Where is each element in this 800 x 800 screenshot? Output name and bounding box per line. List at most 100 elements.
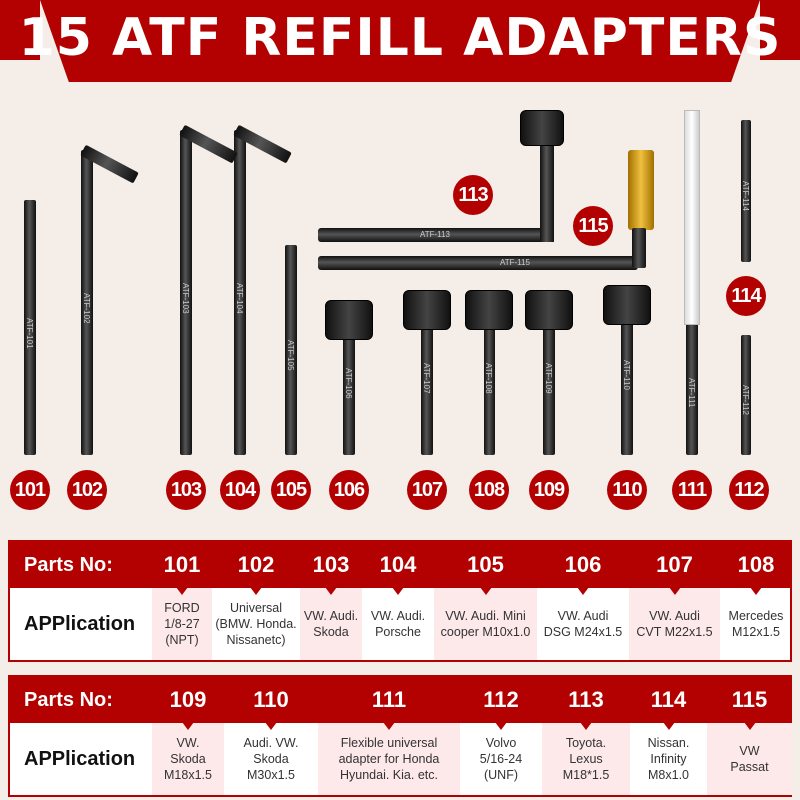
application-cell: Nissan. Infinity M8x1.0 — [647, 735, 690, 783]
part-number-cell: 101 — [152, 542, 212, 595]
adapter-label: ATF-102 — [82, 292, 91, 324]
application-cell: Universal (BMW. Honda. Nissanetc) — [215, 600, 297, 648]
adapter-bend-115 — [632, 228, 646, 268]
parts-table-2: Parts No: 109 110 111 112 113 114 115 APPlicati… — [8, 675, 792, 797]
clear-tube — [684, 110, 700, 325]
part-number-cell: 111 — [318, 677, 460, 730]
pointer-arrow — [580, 722, 592, 730]
part-number-badge-107: 107 — [407, 470, 447, 510]
adapter-label: ATF-104 — [235, 282, 244, 314]
adapter-nut-113 — [520, 110, 564, 146]
adapter-label: ATF-107 — [422, 362, 431, 394]
adapter-label: ATF-109 — [544, 362, 553, 394]
part-number-badge-103: 103 — [166, 470, 206, 510]
pointer-arrow — [750, 587, 762, 595]
application-cell: VW. Skoda M18x1.5 — [152, 723, 224, 795]
adapter-nut-106 — [325, 300, 373, 340]
part-number: 109 — [169, 687, 207, 712]
adapter-rod-101 — [24, 200, 36, 455]
pointer-arrow — [383, 722, 395, 730]
title-banner — [40, 0, 760, 82]
application-cell: VW. Audi. Porsche — [370, 608, 426, 639]
adapter-nut-107 — [403, 290, 451, 330]
part-number-cell: 110 — [224, 677, 318, 730]
part-number-badge-110: 110 — [607, 470, 647, 510]
adapter-rod-112 — [741, 335, 751, 455]
pointer-arrow — [250, 587, 262, 595]
pointer-arrow — [182, 722, 194, 730]
pointer-arrow — [325, 587, 337, 595]
application-cell: VW. Audi. Skoda — [300, 588, 362, 660]
part-number-badge-115: 115 — [573, 206, 613, 246]
banner-left — [0, 0, 40, 60]
part-number-cell: 114 — [630, 677, 707, 730]
brass-fitting-115 — [628, 150, 654, 230]
part-number-badge-111: 111 — [672, 470, 712, 510]
part-number-cell: 112 — [460, 677, 542, 730]
adapter-rod-107 — [421, 290, 433, 455]
parts-no-label: Parts No: — [24, 688, 113, 711]
adapter-nut-108 — [465, 290, 513, 330]
part-number: 107 — [656, 552, 693, 577]
application-cell: Audi. VW. Skoda M30x1.5 — [243, 735, 299, 783]
adapter-rod-105 — [285, 245, 297, 455]
part-number: 110 — [253, 687, 289, 712]
page-title: 15 ATF REFILL ADAPTERS — [18, 8, 782, 68]
adapter-rod-104 — [234, 130, 246, 455]
part-number-badge-112: 112 — [729, 470, 769, 510]
application-cell: Flexible universal adapter for Honda Hyu… — [318, 723, 460, 795]
adapter-rod-111 — [686, 320, 698, 455]
adapter-rod-103 — [180, 130, 192, 455]
adapter-label: ATF-108 — [484, 362, 493, 394]
table-application-row: APPlication VW. Skoda M18x1.5 Audi. VW. Sk… — [10, 723, 792, 795]
part-number-cell: 113 — [542, 677, 630, 730]
application-cell: VW. Audi CVT M22x1.5 — [629, 588, 720, 660]
application-cell: VW Passat — [707, 723, 792, 795]
adapter-label: ATF-101 — [25, 317, 34, 349]
adapter-label: ATF-106 — [344, 367, 353, 399]
application-cell: VW. Audi. Mini cooper M10x1.0 — [434, 588, 537, 660]
adapter-bend-113 — [540, 130, 554, 242]
part-number-cell: 115 — [707, 677, 792, 730]
pointer-arrow — [668, 587, 681, 595]
adapter-label: ATF-115 — [500, 258, 530, 267]
table-header-row: Parts No: 109 110 111 112 113 114 115 — [10, 677, 792, 730]
part-number: 108 — [737, 552, 775, 577]
adapter-rod-114 — [741, 120, 751, 262]
part-number: 101 — [163, 552, 201, 577]
pointer-arrow — [176, 587, 188, 595]
part-number-badge-101: 101 — [10, 470, 50, 510]
adapter-rod-110 — [621, 285, 633, 455]
adapter-label: ATF-110 — [622, 360, 631, 390]
banner-right — [760, 0, 800, 60]
part-number: 102 — [237, 552, 275, 577]
parts-no-label: Parts No: — [24, 553, 113, 576]
part-number: 104 — [379, 552, 417, 577]
application-cell: Mercedes M12x1.5 — [728, 608, 784, 639]
part-number: 112 — [483, 687, 519, 712]
part-number-cell: 102 — [212, 542, 300, 595]
part-number-badge-114: 114 — [726, 276, 766, 316]
adapter-rod-108 — [483, 290, 495, 455]
pointer-arrow — [495, 722, 507, 730]
part-number: 115 — [731, 687, 768, 712]
part-number-badge-106: 106 — [329, 470, 369, 510]
adapter-label: ATF-105 — [286, 340, 295, 371]
application-cell: Volvo 5/16-24 (UNF) — [479, 735, 523, 783]
parts-table-1: Parts No: 101 102 103 104 105 106 107 108 APPlic… — [8, 540, 792, 662]
pointer-arrow — [479, 587, 492, 595]
adapter-nut-109 — [525, 290, 573, 330]
pointer-arrow — [577, 587, 589, 595]
part-number: 114 — [650, 687, 687, 712]
adapter-rod-115 — [318, 256, 638, 270]
application-cell: Toyota. Lexus M18*1.5 — [542, 723, 630, 795]
adapter-label: ATF-114 — [741, 181, 750, 211]
part-number: 105 — [467, 552, 504, 577]
adapter-label: ATF-111 — [687, 377, 696, 407]
part-number-cell: 108 — [720, 542, 792, 595]
part-number-cell: 105 — [434, 542, 537, 595]
application-label: APPlication — [24, 612, 136, 635]
adapter-label: ATF-113 — [420, 230, 450, 239]
table-header-row: Parts No: 101 102 103 104 105 106 107 108 — [10, 542, 792, 595]
application-label: APPlication — [24, 747, 136, 770]
